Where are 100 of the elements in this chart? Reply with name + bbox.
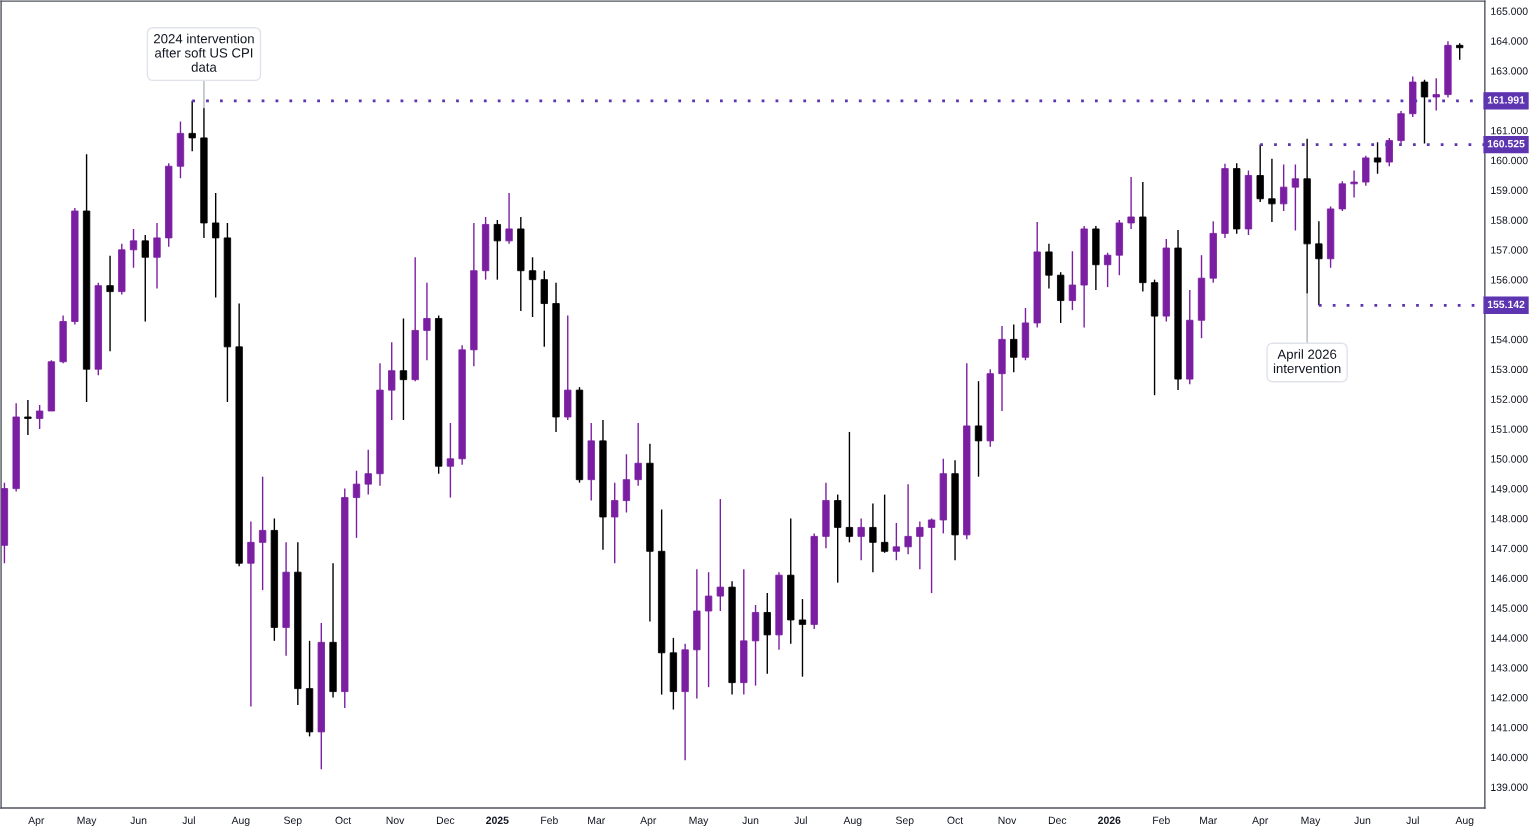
candlestick — [798, 598, 807, 678]
candlestick — [388, 341, 396, 421]
y-tick-label: 146.000 — [1491, 574, 1528, 583]
x-tick-label: May — [77, 816, 97, 827]
x-tick-label: Jun — [742, 816, 759, 824]
y-tick-label: 161.000 — [1491, 126, 1528, 135]
y-tick-label: 145.000 — [1491, 604, 1528, 612]
candlestick — [1045, 243, 1053, 290]
x-tick-label: Feb — [541, 816, 558, 824]
candlestick — [1315, 220, 1323, 306]
annotation: April 2026 intervention — [1273, 349, 1341, 374]
y-tick-label: 143.000 — [1491, 664, 1528, 672]
x-tick-label: Aug — [1455, 816, 1474, 827]
candlestick — [704, 571, 713, 688]
candlestick — [35, 404, 44, 430]
x-tick-label: Sep — [284, 816, 302, 827]
x-tick-label: Nov — [386, 816, 405, 824]
candlestick — [540, 270, 548, 348]
candlestick — [1373, 141, 1382, 175]
y-tick-label: 159.000 — [1491, 186, 1528, 194]
candlestick — [857, 517, 865, 561]
y-tick-label: 144.000 — [1491, 634, 1528, 642]
candlestick — [258, 475, 267, 591]
y-tick-label: 163.000 — [1491, 67, 1528, 75]
y-tick-label: 165.000 — [1491, 7, 1528, 15]
candlestick — [634, 422, 642, 487]
candlestick — [106, 255, 114, 353]
ref-line-label: 155.142 — [1487, 300, 1525, 309]
x-tick-label: Mar — [1200, 816, 1218, 824]
candlestick — [212, 192, 220, 299]
x-tick-label: Apr — [1252, 816, 1269, 827]
candlestick — [1256, 143, 1264, 203]
candlestick — [763, 592, 771, 675]
x-tick-label: Feb — [1153, 816, 1170, 824]
ref-line-label: 161.991 — [1487, 96, 1525, 104]
candlestick — [1432, 77, 1440, 112]
x-tick-label: May — [689, 816, 709, 827]
x-tick-label: Mar — [588, 816, 606, 824]
candlestick — [153, 222, 161, 290]
y-tick-label: 156.000 — [1491, 276, 1528, 284]
candlestick — [505, 192, 513, 245]
x-tick-label: Dec — [436, 816, 455, 824]
x-tick-label: Apr — [640, 816, 657, 827]
x-tick-label: 2026 — [1098, 816, 1121, 824]
x-tick-label: Aug — [231, 816, 250, 827]
y-tick-label: 152.000 — [1491, 395, 1528, 403]
x-tick-label: May — [1301, 816, 1321, 827]
x-tick-label: Aug — [843, 816, 862, 827]
annotation: 2024 intervention after soft US CPI data — [153, 33, 254, 72]
candlestick — [927, 517, 936, 594]
x-tick-label: Dec — [1048, 816, 1067, 824]
x-tick-label: Jun — [130, 816, 147, 824]
y-tick-label: 148.000 — [1491, 514, 1528, 523]
candlestick — [352, 470, 361, 539]
candlestick — [1350, 169, 1358, 199]
y-tick-label: 154.000 — [1491, 335, 1528, 344]
candlestick — [446, 422, 455, 499]
x-tick-label: Jul — [794, 816, 807, 824]
y-tick-label: 151.000 — [1491, 425, 1528, 433]
y-tick-label: 158.000 — [1491, 216, 1528, 224]
candlestick — [364, 449, 372, 496]
candlestick — [880, 493, 889, 554]
x-tick-label: 2025 — [486, 816, 509, 824]
candlestick — [869, 502, 877, 573]
candlestick — [493, 219, 501, 281]
y-tick-label: 153.000 — [1491, 365, 1528, 374]
candlestick — [129, 228, 138, 269]
candlestick — [1103, 252, 1112, 288]
candlestick — [399, 317, 408, 421]
y-tick-label: 139.000 — [1491, 783, 1528, 791]
candlestick — [845, 431, 854, 544]
candlestick — [1127, 176, 1135, 230]
y-tick-label: 150.000 — [1491, 455, 1528, 463]
candlestick — [188, 100, 196, 153]
ref-line-label: 160.525 — [1487, 140, 1525, 148]
candlestick — [1385, 137, 1393, 167]
x-tick-label: Jul — [1406, 816, 1419, 824]
candlestick — [916, 520, 924, 570]
x-tick-label: Sep — [895, 816, 914, 827]
y-tick-label: 164.000 — [1491, 37, 1528, 45]
y-tick-label: 157.000 — [1491, 246, 1528, 254]
y-tick-label: 142.000 — [1491, 694, 1528, 702]
y-tick-label: 160.000 — [1491, 156, 1528, 165]
x-tick-label: Oct — [947, 816, 964, 824]
x-tick-label: Oct — [335, 816, 352, 824]
candlestick — [892, 522, 901, 561]
candlestick — [141, 234, 149, 323]
candlestick — [622, 453, 631, 514]
candlestick — [1291, 163, 1300, 232]
y-tick-label: 141.000 — [1491, 723, 1528, 732]
y-tick-label: 140.000 — [1491, 753, 1528, 762]
candlestick — [247, 520, 255, 708]
x-tick-label: Jul — [182, 816, 195, 824]
candlestick — [1280, 163, 1288, 212]
candlestick — [904, 483, 912, 555]
x-tick-label: Jun — [1354, 816, 1371, 824]
candlestick — [423, 281, 431, 361]
candlestick — [1010, 323, 1018, 373]
candlestick — [24, 399, 32, 436]
x-tick-label: Apr — [28, 816, 45, 827]
